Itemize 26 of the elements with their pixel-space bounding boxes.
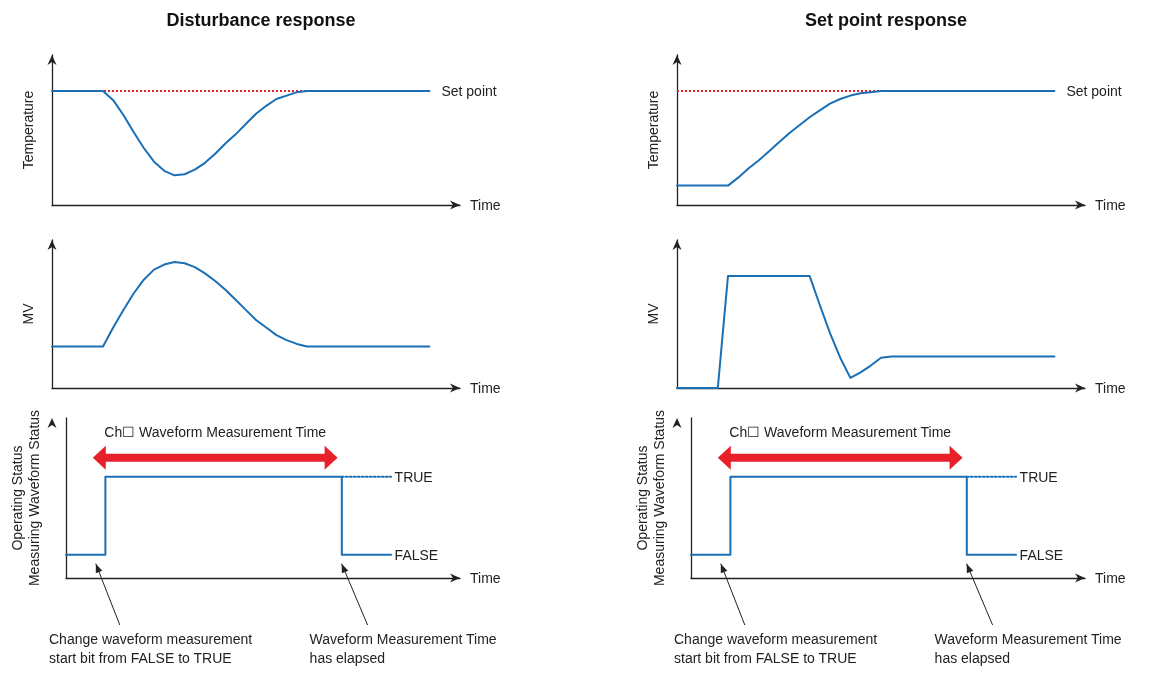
y-axis-title: Temperature [644,90,661,170]
x-axis-title: Time [1095,197,1126,213]
x-axis-title: Time [1095,570,1126,586]
y-axis-title: Operating Status Measuring Waveform Status [8,409,42,587]
x-axis-title: Time [470,197,501,213]
annotation: FALSE [394,546,439,563]
text: Ch☐ Waveform Measurement Time [729,423,952,440]
ref-line-label: Set point [441,83,497,100]
annotation: TRUE [394,468,433,485]
text: Ch☐ Waveform Measurement Time [104,423,327,440]
annotation: FALSE [1019,546,1064,563]
text: Waveform Measurement Time has elapsed [934,630,1126,666]
y-axis-title: MV [19,302,36,325]
ref-line-label: Set point [1066,83,1122,100]
text: Waveform Measurement Time has elapsed [309,630,501,666]
chart-title: Disturbance response [166,10,356,30]
y-axis-title: MV [644,302,661,325]
annotation: TRUE [1019,468,1058,485]
x-axis-title: Time [470,380,501,396]
y-axis-title: Operating Status Measuring Waveform Status [633,409,667,587]
text: Change waveform measurement start bit from FALSE to TRUE [674,630,881,666]
y-axis-title: Temperature [19,90,36,170]
chart-title: Set point response [804,10,968,30]
x-axis-title: Time [1095,380,1126,396]
text: Change waveform measurement start bit from FALSE to TRUE [49,630,256,666]
x-axis-title: Time [470,570,501,586]
